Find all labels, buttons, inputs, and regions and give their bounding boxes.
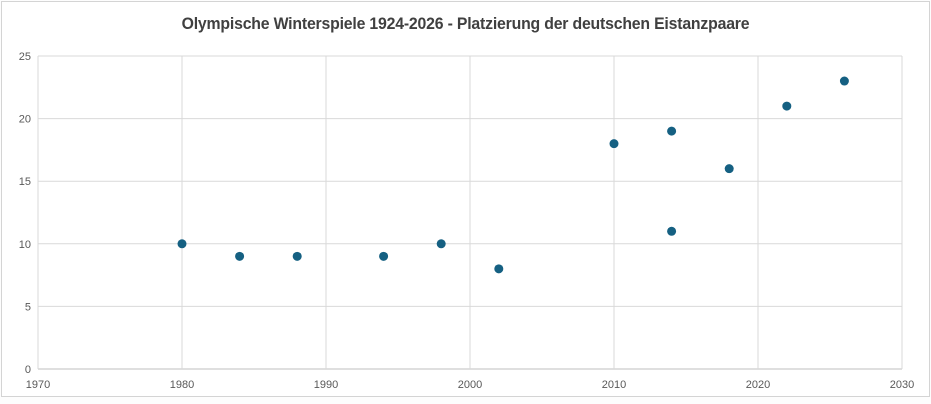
data-point [667, 226, 677, 236]
data-point [667, 126, 677, 136]
y-tick-label: 25 [19, 51, 31, 63]
y-tick-label: 20 [19, 114, 31, 126]
data-point [839, 76, 849, 86]
x-tick-label: 2030 [890, 379, 914, 391]
y-tick-label: 5 [25, 301, 31, 313]
data-point [609, 139, 619, 149]
data-point [782, 101, 792, 111]
x-tick-label: 2000 [458, 379, 482, 391]
data-point [379, 251, 389, 261]
y-tick-label: 10 [19, 239, 31, 251]
data-point [436, 239, 446, 249]
x-tick-label: 2020 [746, 379, 770, 391]
data-point [235, 251, 245, 261]
x-tick-label: 1980 [170, 379, 194, 391]
data-point [177, 239, 187, 249]
chart-container[interactable]: Olympische Winterspiele 1924-2026 - Plat… [1, 1, 930, 397]
data-point [292, 251, 302, 261]
chart-title: Olympische Winterspiele 1924-2026 - Plat… [181, 14, 750, 33]
scatter-plot: 0 5 10 15 20 25 1970 1980 1990 2000 2010 2020 2030 [19, 51, 914, 391]
x-tick-label: 2010 [602, 379, 626, 391]
y-tick-label: 15 [19, 176, 31, 188]
x-tick-label: 1970 [26, 379, 50, 391]
y-tick-label: 0 [25, 364, 31, 376]
x-tick-label: 1990 [314, 379, 338, 391]
data-point [494, 264, 504, 274]
data-point [724, 164, 734, 174]
